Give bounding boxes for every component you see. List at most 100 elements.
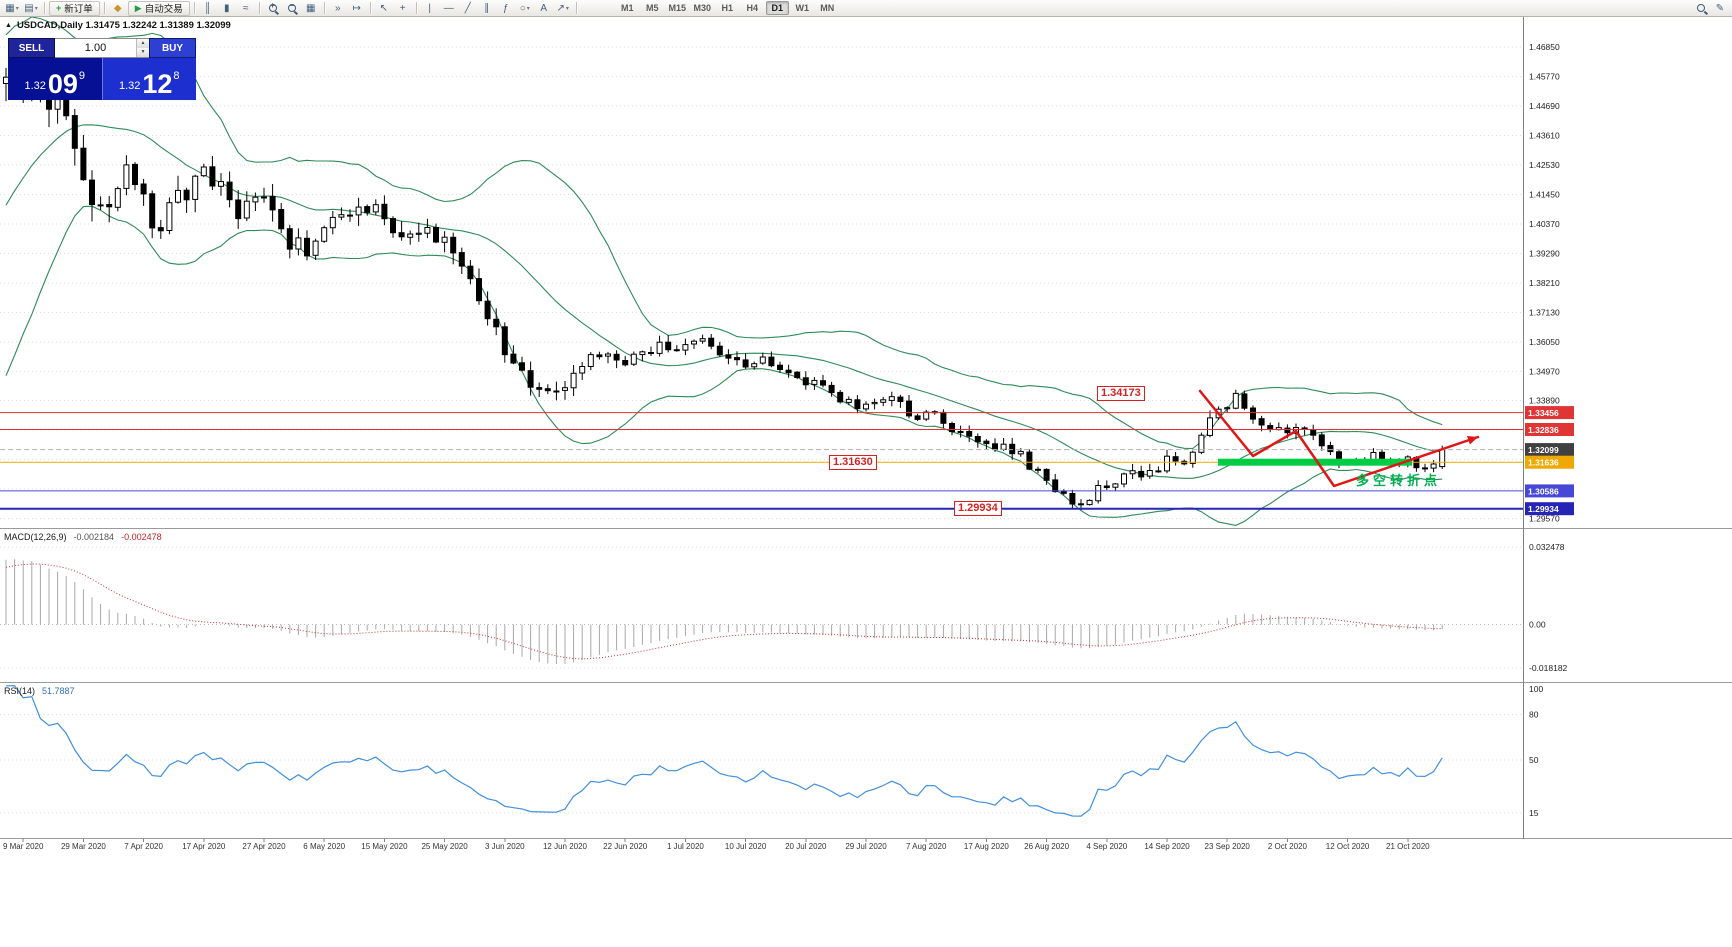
timeframe-d1-button[interactable]: D1 [765, 1, 789, 15]
svg-text:100: 100 [1529, 684, 1543, 694]
timeframe-m30-button[interactable]: M30 [693, 3, 711, 13]
new-order-label: 新订单 [64, 4, 93, 15]
sell-price-prefix: 1.32 [24, 80, 46, 92]
svg-text:1.32099: 1.32099 [1528, 445, 1559, 455]
buy-price-big: 12 [142, 69, 173, 100]
buy-button[interactable]: BUY [149, 38, 196, 58]
new-order-button[interactable]: + 新订单 [49, 0, 100, 16]
svg-text:-0.018182: -0.018182 [1529, 663, 1568, 673]
volume-up-icon[interactable]: ▲ [137, 39, 149, 48]
svg-text:20 Jul 2020: 20 Jul 2020 [785, 842, 827, 851]
svg-text:1.32836: 1.32836 [1528, 425, 1559, 435]
svg-text:4 Sep 2020: 4 Sep 2020 [1086, 842, 1127, 851]
svg-text:0.032478: 0.032478 [1529, 542, 1565, 552]
volume-down-icon[interactable]: ▼ [137, 48, 149, 57]
timeframe-m15-button[interactable]: M15 [668, 3, 686, 13]
rsi-value: 51.7887 [42, 686, 75, 696]
volume-field[interactable]: 1.00 ▲ ▼ [55, 38, 149, 58]
svg-text:14 Sep 2020: 14 Sep 2020 [1144, 842, 1190, 851]
chart-bars-icon[interactable]: ║ [204, 2, 212, 14]
timeframe-h1-button[interactable]: H1 [721, 3, 733, 13]
svg-text:1 Jul 2020: 1 Jul 2020 [667, 842, 704, 851]
sell-price[interactable]: 1.32 09 9 [8, 58, 102, 100]
auto-trading-label: 自动交易 [144, 4, 183, 15]
shapes-icon[interactable]: ○ [516, 1, 534, 16]
magnifier-shape [287, 2, 296, 12]
chart-candlesticks-icon[interactable]: ▮ [223, 2, 230, 14]
svg-text:1.29934: 1.29934 [1528, 504, 1559, 514]
auto-trading-icon: ▶ [134, 2, 142, 13]
fibonacci-retracement-icon[interactable]: ƒ [502, 2, 509, 14]
chart-shift-icon[interactable]: ↦ [352, 2, 361, 14]
svg-text:22 Jun 2020: 22 Jun 2020 [603, 842, 648, 851]
svg-text:17 Aug 2020: 17 Aug 2020 [964, 842, 1009, 851]
horizontal-line-icon[interactable]: — [443, 2, 454, 14]
chart-profiles-icon[interactable]: ▤ [22, 1, 40, 16]
price-annotation-high[interactable]: 1.34173 [1097, 385, 1145, 401]
svg-text:50: 50 [1529, 755, 1539, 765]
turning-point-label[interactable]: 多空转折点 [1356, 473, 1442, 488]
price-annotation-low[interactable]: 1.29934 [954, 501, 1002, 517]
timeframe-w1-button[interactable]: W1 [795, 3, 809, 13]
timeframe-m5-button[interactable]: M5 [645, 3, 659, 13]
edit-icon[interactable]: ✎ [1715, 2, 1725, 14]
timeframe-h4-button[interactable]: H4 [746, 3, 758, 13]
svg-text:12 Oct 2020: 12 Oct 2020 [1326, 842, 1370, 851]
support-zone-bar[interactable] [1218, 458, 1412, 466]
cursor-icon[interactable]: ↖ [379, 2, 388, 14]
auto-trading-button[interactable]: ▶ 自动交易 [127, 0, 190, 16]
timeframe-m1-button[interactable]: M1 [620, 3, 634, 13]
svg-text:12 Jun 2020: 12 Jun 2020 [543, 842, 588, 851]
vertical-line-icon[interactable]: | [428, 2, 432, 14]
svg-text:2 Oct 2020: 2 Oct 2020 [1268, 842, 1308, 851]
toolbar-separator [323, 2, 325, 14]
macd-signal-value: -0.002478 [121, 532, 162, 542]
oneclick-toggle-icon[interactable]: ▲ [5, 22, 12, 29]
svg-text:23 Sep 2020: 23 Sep 2020 [1205, 842, 1251, 851]
crosshair-icon[interactable]: + [399, 2, 406, 14]
buy-price[interactable]: 1.32 12 8 [101, 58, 196, 100]
arrow-tools-icon[interactable]: ↗ [554, 1, 572, 16]
mql-market-icon[interactable]: ◆ [113, 2, 122, 14]
zoom-out-icon[interactable] [283, 1, 301, 16]
volume-stepper[interactable]: ▲ ▼ [136, 39, 149, 57]
chart-line-icon[interactable]: ≈ [242, 2, 249, 14]
sell-button[interactable]: SELL [8, 38, 55, 58]
svg-text:0.00: 0.00 [1529, 620, 1546, 630]
macd-main-value: -0.002184 [73, 532, 115, 542]
svg-text:6 May 2020: 6 May 2020 [303, 842, 345, 851]
svg-text:1.37130: 1.37130 [1529, 307, 1560, 317]
buy-price-prefix: 1.32 [118, 80, 141, 92]
toolbar-separator [369, 2, 371, 14]
svg-text:7 Apr 2020: 7 Apr 2020 [124, 842, 163, 851]
price-annotation-mid[interactable]: 1.31630 [829, 454, 877, 470]
svg-text:1.33456: 1.33456 [1528, 408, 1559, 418]
trend-arrow[interactable] [1198, 389, 1480, 488]
svg-text:1.42530: 1.42530 [1529, 160, 1560, 170]
timeframe-group: M1 M5 M15 M30 H1 H4 D1 W1 MN [616, 1, 839, 15]
svg-text:1.45770: 1.45770 [1529, 71, 1560, 81]
search-icon[interactable] [1692, 1, 1710, 16]
volume-value: 1.00 [84, 42, 107, 54]
zoom-in-icon[interactable] [264, 1, 282, 16]
sell-price-sup: 9 [78, 70, 86, 82]
trendline-icon[interactable]: ╱ [464, 2, 471, 14]
text-label-icon[interactable]: A [540, 2, 548, 14]
one-click-trading-panel: SELL 1.00 ▲ ▼ BUY 1.32 09 9 1.32 12 8 [8, 38, 196, 100]
rsi-layer [0, 685, 1523, 817]
tile-windows-icon[interactable]: ▦ [305, 2, 316, 14]
rsi-name: RSI(14) [4, 686, 36, 696]
symbol-ohlc-text: USDCAD,Daily 1.31475 1.32242 1.31389 1.3… [16, 20, 231, 31]
svg-text:3 Jun 2020: 3 Jun 2020 [485, 842, 525, 851]
svg-text:1.34970: 1.34970 [1529, 366, 1560, 376]
svg-text:80: 80 [1529, 709, 1539, 719]
svg-text:1.31636: 1.31636 [1528, 458, 1559, 468]
new-chart-icon[interactable]: ▦ [3, 1, 21, 16]
svg-text:15: 15 [1529, 808, 1539, 818]
svg-text:29 Jul 2020: 29 Jul 2020 [845, 842, 887, 851]
timeframe-mn-button[interactable]: MN [820, 3, 835, 13]
equidistant-channel-icon[interactable]: ∥ [484, 2, 490, 14]
sell-price-big: 09 [47, 69, 78, 100]
auto-scroll-icon[interactable]: » [334, 2, 341, 14]
